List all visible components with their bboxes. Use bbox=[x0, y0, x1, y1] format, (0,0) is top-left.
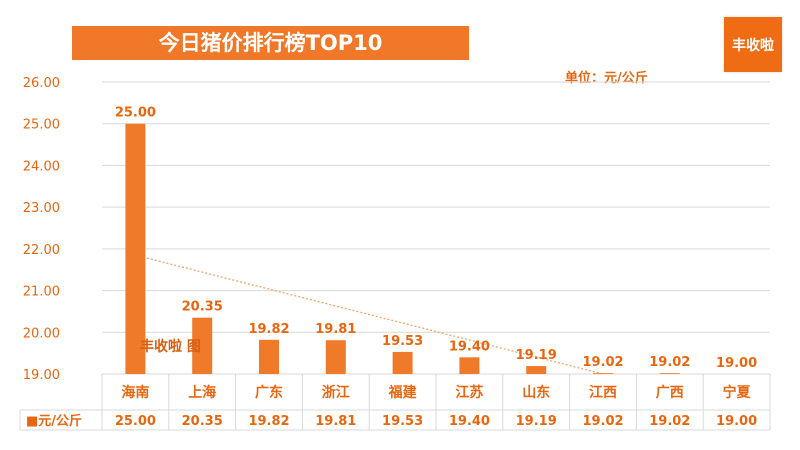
bar bbox=[259, 339, 279, 374]
x-tick-label: 福建 bbox=[388, 384, 417, 401]
table-value: 19.40 bbox=[449, 414, 490, 429]
bar bbox=[392, 351, 413, 374]
data-label: 19.53 bbox=[382, 334, 423, 349]
x-tick-label: 上海 bbox=[188, 384, 216, 401]
x-tick-label: 宁夏 bbox=[723, 384, 752, 401]
chart-title: 今日猪价排行榜TOP10 bbox=[72, 26, 469, 60]
table-value: 19.02 bbox=[582, 414, 623, 429]
bar bbox=[459, 357, 480, 374]
x-tick-label: 山东 bbox=[522, 384, 550, 401]
data-label: 20.35 bbox=[182, 300, 223, 315]
table-value: 19.19 bbox=[516, 414, 557, 429]
table-value: 20.35 bbox=[182, 414, 223, 429]
x-tick-label: 广西 bbox=[656, 384, 684, 401]
bar bbox=[526, 366, 547, 374]
x-tick-label: 广东 bbox=[255, 384, 283, 401]
trendline bbox=[135, 254, 604, 375]
data-label: 25.00 bbox=[115, 106, 156, 121]
bar bbox=[593, 373, 613, 374]
y-tick-label: 26.00 bbox=[23, 76, 60, 91]
data-label: 19.40 bbox=[449, 339, 490, 354]
data-label: 19.02 bbox=[582, 355, 623, 370]
bar bbox=[659, 373, 680, 374]
data-label: 19.00 bbox=[716, 356, 757, 371]
x-tick-label: 江苏 bbox=[455, 384, 483, 401]
brand-logo: 丰收啦 bbox=[724, 17, 782, 72]
table-value: 19.82 bbox=[248, 414, 289, 429]
table-value: 25.00 bbox=[115, 414, 156, 429]
legend-label: ■元/公斤 bbox=[26, 413, 82, 429]
bar bbox=[192, 317, 213, 374]
y-tick-label: 24.00 bbox=[23, 159, 60, 174]
watermark: 丰收啦 图 bbox=[140, 339, 201, 355]
bar bbox=[125, 123, 146, 374]
y-tick-label: 25.00 bbox=[23, 118, 60, 133]
x-tick-label: 江西 bbox=[589, 384, 617, 401]
x-tick-label: 浙江 bbox=[322, 384, 350, 401]
x-tick-label: 海南 bbox=[121, 384, 149, 401]
data-label: 19.82 bbox=[248, 322, 289, 337]
data-label: 19.19 bbox=[516, 348, 557, 363]
y-tick-label: 22.00 bbox=[23, 243, 60, 258]
data-label: 19.81 bbox=[315, 322, 356, 337]
y-tick-label: 21.00 bbox=[23, 285, 60, 300]
y-tick-label: 20.00 bbox=[23, 326, 60, 341]
y-tick-label: 19.00 bbox=[23, 368, 60, 383]
table-value: 19.00 bbox=[716, 414, 757, 429]
bar bbox=[325, 340, 346, 374]
table-value: 19.53 bbox=[382, 414, 423, 429]
data-label: 19.02 bbox=[649, 355, 690, 370]
y-tick-label: 23.00 bbox=[23, 201, 60, 216]
table-value: 19.02 bbox=[649, 414, 690, 429]
table-value: 19.81 bbox=[315, 414, 356, 429]
